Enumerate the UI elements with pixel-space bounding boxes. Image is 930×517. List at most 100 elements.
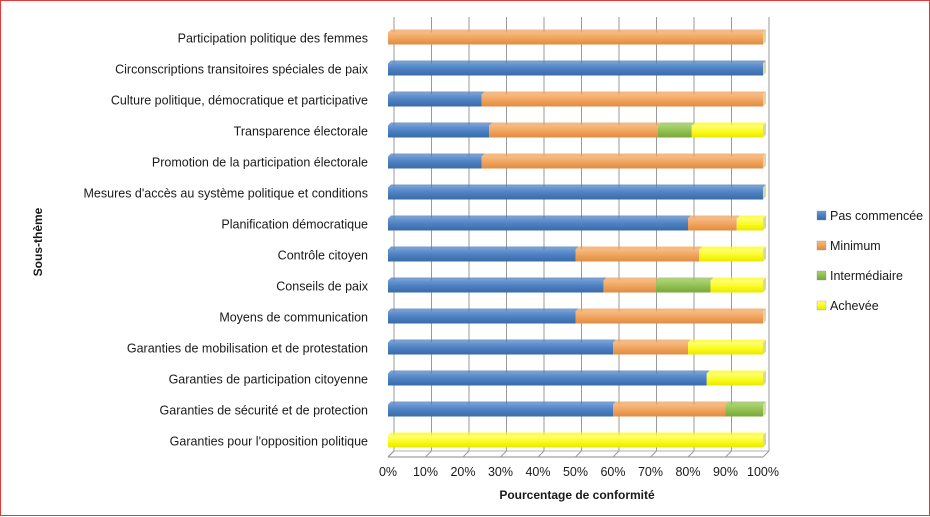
x-tick-label: 0% (379, 465, 397, 479)
bar-segment (688, 339, 766, 355)
bar-front-face (603, 280, 657, 293)
bar-front-face (388, 280, 604, 293)
bar-front-face (388, 404, 613, 417)
bar-front-face (388, 249, 576, 262)
bar-segment (481, 153, 766, 169)
legend-label: Minimum (830, 239, 881, 253)
category-label: Participation politique des femmes (178, 32, 368, 46)
bar-front-face (489, 125, 658, 138)
gridline-floor (725, 450, 732, 458)
bar-segment (388, 370, 710, 386)
category-label: Contrôle citoyen (278, 249, 368, 263)
bar-top-face (481, 153, 766, 157)
x-tick-label: 100% (747, 465, 779, 479)
plot-wall (388, 17, 769, 457)
x-tick-label: 40% (525, 465, 550, 479)
bar-top-face (489, 122, 661, 126)
bar-top-face (388, 60, 766, 64)
bar-end-cap (763, 91, 766, 107)
bar-segment (388, 401, 616, 417)
bar-end-cap (763, 122, 766, 138)
bar-top-face (388, 339, 616, 343)
bar-front-face (388, 63, 763, 76)
legend-swatch (816, 210, 827, 221)
bar-front-face (388, 32, 763, 45)
bar-front-face (706, 373, 763, 386)
category-labels: Participation politique des femmes Circon… (84, 32, 369, 449)
bar-top-face (699, 246, 766, 250)
bar-segment (575, 246, 703, 262)
category-label: Planification démocratique (221, 218, 368, 232)
bar-segment (575, 308, 766, 324)
bar-top-face (388, 308, 579, 312)
bar-segment (388, 184, 766, 200)
x-tick-label: 80% (675, 465, 700, 479)
bar-segment (613, 401, 729, 417)
gridline-floor (612, 450, 620, 458)
bar-segment (736, 215, 766, 231)
legend-swatch (816, 270, 827, 281)
gridline-floor (575, 450, 582, 458)
bar-top-face (613, 401, 729, 405)
bar-top-face (706, 370, 766, 374)
bar-front-face (388, 373, 707, 386)
y-axis-title: Sous-thème (31, 207, 45, 276)
bar-end-cap (763, 401, 766, 417)
plot-area (387, 17, 769, 458)
bar-top-face (388, 91, 485, 95)
category-label: Garanties de sécurité et de protection (160, 404, 369, 418)
bar-top-face (481, 91, 766, 95)
bar-top-face (575, 308, 766, 312)
legend-swatch (816, 300, 827, 311)
gridline-floor (537, 450, 545, 458)
gridline-floor (387, 450, 395, 458)
bar-segment (388, 246, 579, 262)
bar-top-face (388, 277, 607, 281)
bar-top-face (736, 215, 766, 219)
x-tick-label: 50% (563, 465, 588, 479)
bar-segment (388, 432, 766, 448)
bar-top-face (388, 401, 616, 405)
bar-segment (388, 153, 485, 169)
bar-end-cap (763, 432, 766, 448)
bar-segment (699, 246, 766, 262)
bar-front-face (575, 249, 700, 262)
category-label: Circonscriptions transitoires spéciales … (115, 63, 369, 77)
x-tick-label: 60% (600, 465, 625, 479)
bar-top-face (688, 215, 740, 219)
gridline-floor (762, 450, 770, 458)
bar-front-face (388, 342, 613, 355)
bar-top-face (658, 122, 695, 126)
x-tick-label: 30% (488, 465, 513, 479)
x-tick-label: 10% (413, 465, 438, 479)
bar-segment (706, 370, 766, 386)
gridline-floor (687, 450, 695, 458)
bar-front-face (481, 94, 763, 107)
bar-top-face (688, 339, 766, 343)
bar-end-cap (763, 29, 766, 45)
bar-end-cap (763, 153, 766, 169)
bar-segment (691, 122, 766, 138)
bar-front-face (388, 311, 576, 324)
legend-swatch (816, 240, 827, 251)
bar-front-face (688, 218, 737, 231)
category-label: Conseils de paix (276, 280, 368, 294)
bar-front-face (699, 249, 763, 262)
bar-segment (388, 277, 607, 293)
bar-front-face (481, 156, 763, 169)
bar-top-face (388, 246, 579, 250)
bar-top-face (388, 370, 710, 374)
bar-segment (725, 401, 766, 417)
bar-front-face (656, 280, 711, 293)
category-label: Promotion de la participation électorale (152, 156, 368, 170)
category-label: Garanties pour l'opposition politique (170, 435, 368, 449)
bar-top-face (656, 277, 714, 281)
category-label: Garanties de participation citoyenne (169, 373, 368, 387)
x-tick-label: 70% (638, 465, 663, 479)
bar-front-face (388, 125, 490, 138)
bar-top-face (388, 122, 493, 126)
bar-top-face (710, 277, 766, 281)
bar-segment (388, 122, 493, 138)
bar-front-face (613, 342, 688, 355)
